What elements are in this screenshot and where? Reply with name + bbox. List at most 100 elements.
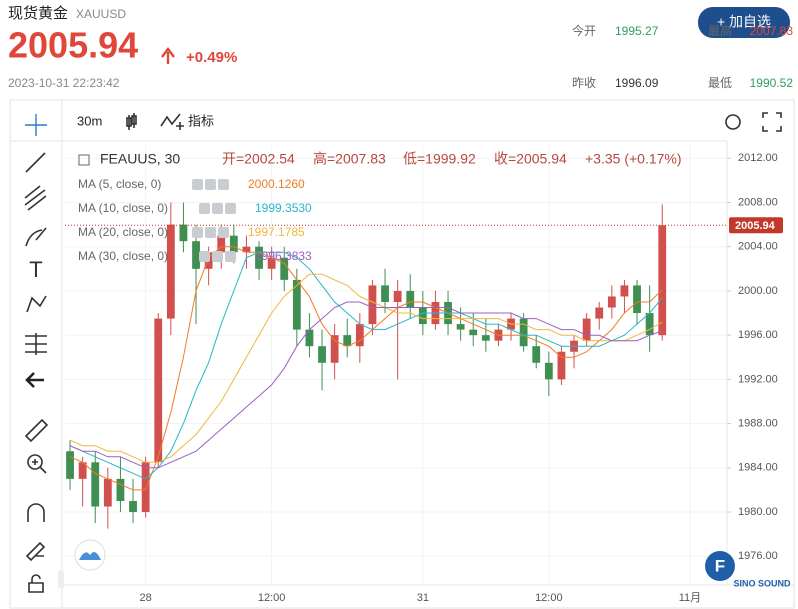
stat-value: 2007.83 bbox=[750, 24, 794, 38]
lock-draw-tool[interactable] bbox=[25, 541, 46, 562]
candle-body bbox=[544, 362, 553, 380]
left-toolbar: T bbox=[24, 114, 49, 593]
lock-tool[interactable] bbox=[28, 574, 44, 593]
ma-line bbox=[69, 251, 663, 480]
x-tick-label: 31 bbox=[417, 592, 429, 604]
ohlc-legend-item: 收=2005.94 bbox=[494, 151, 567, 167]
stat-value: 1995.27 bbox=[615, 24, 659, 38]
pattern-tool[interactable] bbox=[26, 295, 47, 313]
candle-body bbox=[633, 285, 641, 314]
title: 现货黄金 bbox=[8, 5, 68, 22]
candle-body bbox=[242, 246, 251, 253]
x-tick-label: 12:00 bbox=[535, 592, 563, 604]
candle-body bbox=[103, 478, 112, 507]
legend-button bbox=[225, 251, 236, 262]
ohlc-legend-item: 低=1999.92 bbox=[403, 151, 476, 167]
stat-label: 昨收 bbox=[572, 76, 596, 90]
logo-button[interactable] bbox=[74, 539, 106, 571]
y-tick-label: 1976.00 bbox=[738, 550, 778, 562]
watermark-logo bbox=[705, 551, 735, 581]
candle-body bbox=[519, 318, 528, 347]
timestamp: 2023-10-31 22:23:42 bbox=[8, 76, 120, 90]
legend-value: 1997.1785 bbox=[248, 225, 305, 239]
text-tool[interactable]: T bbox=[29, 257, 42, 282]
candle-body bbox=[532, 346, 541, 363]
candle-body bbox=[91, 462, 100, 507]
y-tick-label: 2004.00 bbox=[738, 241, 778, 253]
candle-icon[interactable] bbox=[126, 113, 137, 130]
y-tick-label: 2012.00 bbox=[738, 152, 778, 164]
candle-body bbox=[620, 285, 629, 297]
stat-value: 1990.52 bbox=[750, 76, 794, 90]
candle-body bbox=[406, 290, 415, 308]
candle-body bbox=[179, 224, 188, 242]
change: +0.49% bbox=[186, 49, 237, 66]
stats: 今开 1995.27 最高 2007.83 昨收 1996.09 最低 1990.52 bbox=[572, 23, 793, 90]
legend-button bbox=[205, 227, 216, 238]
ma-line bbox=[69, 301, 663, 469]
y-tick-label: 2000.00 bbox=[738, 285, 778, 297]
candle-body bbox=[192, 241, 200, 269]
settings-icon[interactable] bbox=[725, 114, 741, 130]
candle-body bbox=[78, 462, 87, 479]
brush-tool[interactable] bbox=[25, 227, 47, 247]
legend-name: MA (10, close, 0) bbox=[78, 201, 168, 215]
up-arrow bbox=[161, 47, 175, 64]
candle-body bbox=[368, 285, 377, 325]
price: 2005.94 bbox=[8, 25, 138, 66]
legend: 开=2002.54 高=2007.83 低=1999.92 收=2005.94 +3.3… bbox=[78, 151, 682, 263]
fib-tool[interactable] bbox=[24, 185, 47, 211]
legend-button bbox=[192, 179, 203, 190]
last-price-box bbox=[729, 217, 783, 234]
candle-body bbox=[393, 290, 402, 302]
legend-name: MA (30, close, 0) bbox=[78, 249, 168, 263]
add-watchlist-button[interactable] bbox=[698, 7, 790, 38]
candle-body bbox=[116, 478, 125, 501]
stat-value: 1996.09 bbox=[615, 76, 659, 90]
legend-button bbox=[199, 251, 210, 262]
legend-button bbox=[225, 203, 236, 214]
candle-body bbox=[229, 235, 238, 253]
zoom-tool[interactable] bbox=[27, 454, 47, 474]
y-tick-label: 2008.00 bbox=[738, 196, 778, 208]
candle-body bbox=[129, 500, 137, 513]
plot-area: 1976.00 1980.00 1984.00 1988.00 1992.00 1996.… bbox=[65, 145, 783, 604]
line-tool[interactable] bbox=[25, 152, 46, 173]
candle-body bbox=[280, 257, 289, 280]
indicator-button[interactable]: 指标 bbox=[188, 113, 214, 128]
stat-label: 最低 bbox=[708, 76, 732, 90]
candle-body bbox=[481, 335, 490, 341]
candle-body bbox=[645, 313, 654, 336]
legend-button bbox=[218, 179, 229, 190]
candle-body bbox=[292, 279, 301, 330]
back-tool[interactable] bbox=[25, 372, 44, 388]
legend-name: MA (5, close, 0) bbox=[78, 177, 161, 191]
legend-symbol: FEAUUS, 30 bbox=[100, 151, 180, 167]
candle-body bbox=[582, 318, 591, 341]
fullscreen-icon[interactable] bbox=[762, 112, 782, 132]
indicator-icon[interactable] bbox=[160, 113, 184, 130]
x-tick-label: 11月 bbox=[679, 592, 701, 604]
candle-body bbox=[166, 224, 175, 319]
candle-body bbox=[381, 285, 389, 302]
crosshair-tool[interactable] bbox=[25, 114, 47, 136]
collapse-icon[interactable] bbox=[78, 154, 90, 166]
stat-label: 最高 bbox=[708, 23, 732, 38]
y-tick-label: 1996.00 bbox=[738, 329, 778, 341]
magnet-tool[interactable] bbox=[27, 503, 45, 522]
legend-value: 1999.3530 bbox=[255, 201, 312, 215]
measure-tool[interactable] bbox=[25, 333, 47, 355]
add-watchlist-label[interactable]: + 加自选 bbox=[717, 14, 771, 30]
last-price-label: 2005.94 bbox=[735, 220, 776, 232]
scroll-handle[interactable] bbox=[58, 570, 64, 588]
legend-button bbox=[205, 179, 216, 190]
legend-value: 1996.3833 bbox=[255, 249, 312, 263]
ruler-tool[interactable] bbox=[24, 418, 49, 443]
candle-body bbox=[418, 307, 427, 325]
interval-button[interactable]: 30m bbox=[77, 113, 102, 128]
candle-body bbox=[217, 235, 226, 253]
candle-body bbox=[330, 335, 339, 363]
legend-button bbox=[218, 227, 229, 238]
x-tick-label: 12:00 bbox=[258, 592, 286, 604]
